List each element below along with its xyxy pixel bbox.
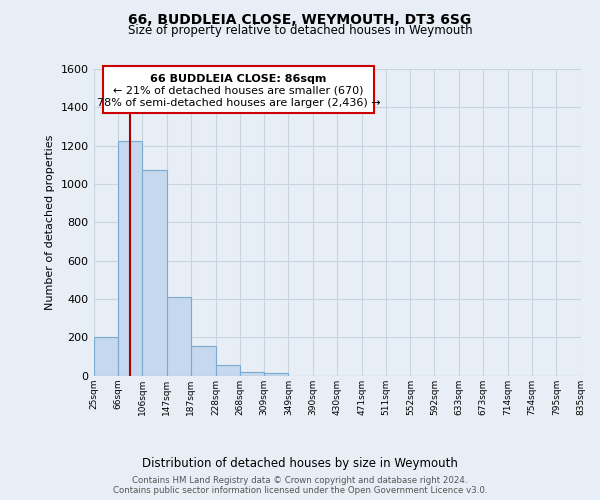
Text: ← 21% of detached houses are smaller (670): ← 21% of detached houses are smaller (67… [113,86,364,96]
Bar [264,373,289,376]
Text: Size of property relative to detached houses in Weymouth: Size of property relative to detached ho… [128,24,472,37]
Bar [215,366,239,376]
Text: 66, BUDDLEIA CLOSE, WEYMOUTH, DT3 6SG: 66, BUDDLEIA CLOSE, WEYMOUTH, DT3 6SG [128,12,472,26]
Bar [167,297,191,376]
Text: Contains HM Land Registry data © Crown copyright and database right 2024.
Contai: Contains HM Land Registry data © Crown c… [113,476,487,495]
FancyBboxPatch shape [103,66,374,114]
Bar [142,170,167,376]
Text: 78% of semi-detached houses are larger (2,436) →: 78% of semi-detached houses are larger (… [97,98,380,108]
Bar [239,372,264,376]
Text: Distribution of detached houses by size in Weymouth: Distribution of detached houses by size … [142,458,458,470]
Bar [191,346,215,376]
Bar [118,141,142,376]
Y-axis label: Number of detached properties: Number of detached properties [45,134,55,310]
Text: 66 BUDDLEIA CLOSE: 86sqm: 66 BUDDLEIA CLOSE: 86sqm [150,74,326,84]
Bar [94,336,118,376]
